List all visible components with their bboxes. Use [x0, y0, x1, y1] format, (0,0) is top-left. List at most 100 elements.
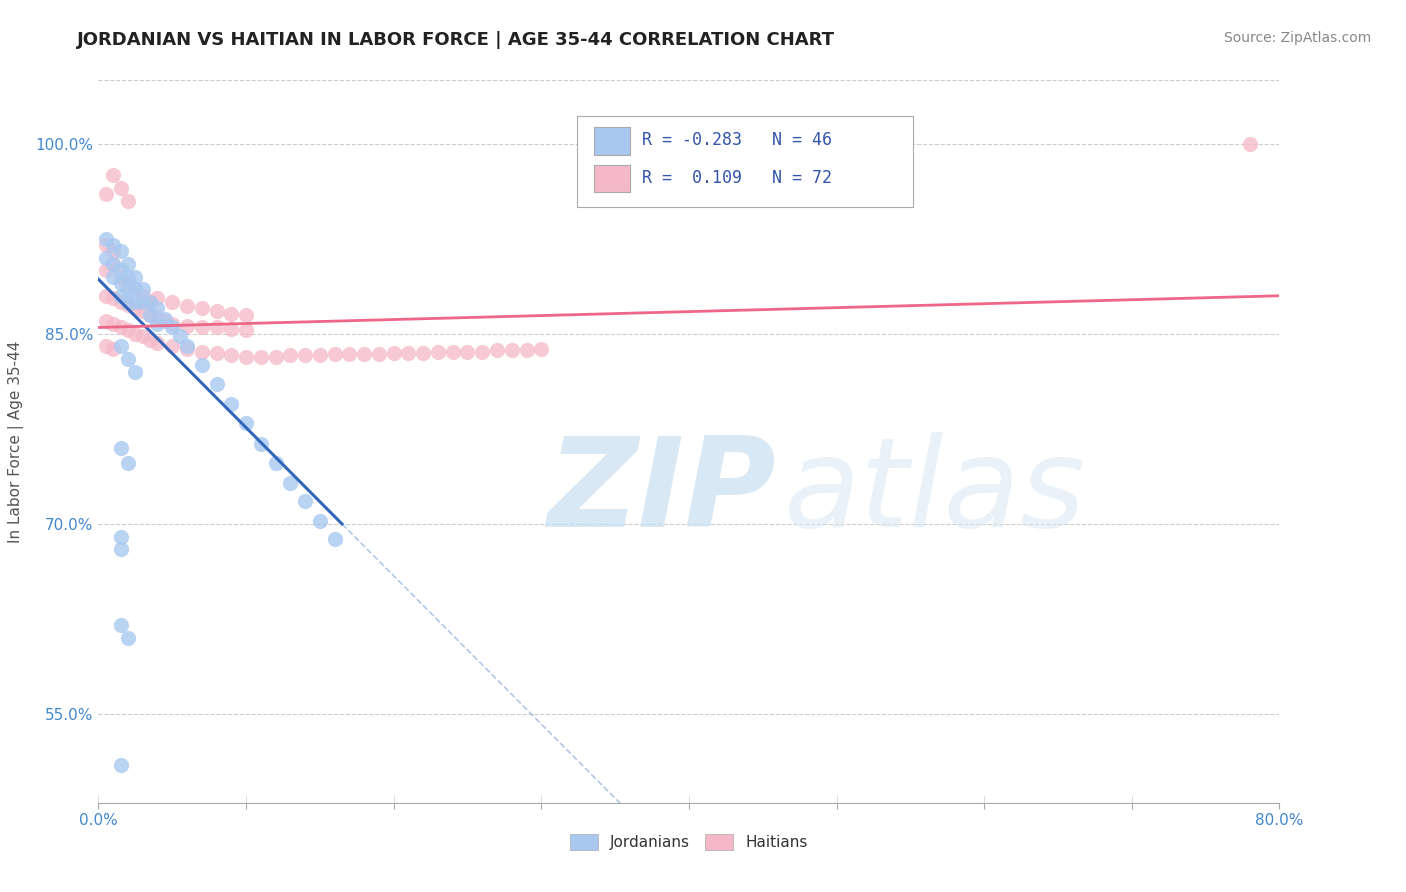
Point: [146, 317, 169, 331]
Point: [132, 282, 155, 296]
Point: [441, 344, 464, 359]
Point: [139, 308, 162, 322]
Point: [162, 295, 183, 310]
Point: [117, 276, 139, 290]
Point: [427, 344, 450, 359]
Point: [1239, 136, 1261, 151]
Text: JORDANIAN VS HAITIAN IN LABOR FORCE | AGE 35-44 CORRELATION CHART: JORDANIAN VS HAITIAN IN LABOR FORCE | AG…: [77, 31, 835, 49]
Point: [110, 530, 132, 544]
Point: [169, 329, 191, 343]
Point: [382, 346, 405, 360]
Point: [110, 295, 132, 310]
Point: [339, 347, 361, 361]
Point: [94, 251, 117, 265]
Point: [94, 238, 117, 252]
Point: [412, 346, 434, 360]
Point: [471, 344, 494, 359]
Point: [110, 618, 132, 632]
Point: [457, 344, 479, 359]
Y-axis label: In Labor Force | Age 35-44: In Labor Force | Age 35-44: [8, 341, 24, 542]
Text: R = -0.283   N = 46: R = -0.283 N = 46: [641, 131, 832, 149]
Point: [94, 232, 117, 246]
Point: [309, 348, 332, 362]
Point: [280, 476, 302, 491]
Point: [250, 437, 273, 451]
Point: [132, 329, 155, 343]
Point: [264, 350, 287, 364]
Point: [280, 348, 302, 362]
Point: [323, 532, 346, 546]
Point: [309, 515, 332, 529]
Point: [117, 631, 139, 645]
Point: [124, 301, 146, 316]
Point: [221, 306, 243, 320]
Point: [294, 348, 316, 362]
Point: [132, 304, 155, 318]
Point: [132, 295, 155, 310]
Point: [94, 289, 117, 303]
Point: [110, 181, 132, 195]
Point: [153, 314, 176, 328]
Point: [124, 269, 146, 284]
Point: [110, 276, 132, 290]
Point: [110, 757, 132, 772]
Point: [176, 299, 198, 313]
Point: [235, 350, 257, 364]
Point: [117, 269, 139, 284]
Point: [94, 339, 117, 353]
Point: [103, 238, 125, 252]
Point: [117, 295, 139, 310]
Point: [353, 347, 375, 361]
Point: [221, 348, 243, 362]
Point: [176, 342, 198, 356]
Point: [486, 343, 509, 358]
Point: [117, 352, 139, 367]
Point: [235, 308, 257, 322]
Point: [117, 194, 139, 208]
Point: [103, 257, 125, 271]
Point: [124, 365, 146, 379]
Point: [110, 289, 132, 303]
Text: ZIP: ZIP: [547, 432, 776, 553]
Point: [191, 344, 214, 359]
Point: [139, 308, 162, 322]
Point: [162, 317, 183, 331]
Point: [139, 295, 162, 310]
Point: [294, 494, 316, 508]
Point: [191, 301, 214, 316]
Point: [124, 326, 146, 341]
Point: [323, 347, 346, 361]
Point: [94, 263, 117, 277]
Point: [103, 244, 125, 259]
Point: [264, 456, 287, 470]
Point: [530, 342, 553, 356]
Point: [146, 335, 169, 350]
Point: [117, 456, 139, 470]
Point: [205, 377, 228, 392]
Bar: [595, 128, 630, 154]
Point: [191, 320, 214, 334]
Point: [139, 295, 162, 310]
Point: [146, 310, 169, 325]
Point: [132, 289, 155, 303]
FancyBboxPatch shape: [576, 117, 914, 207]
Bar: [595, 165, 630, 193]
Point: [124, 282, 146, 296]
Point: [117, 282, 139, 296]
Point: [117, 298, 139, 312]
Point: [191, 359, 214, 373]
Point: [110, 244, 132, 259]
Text: atlas: atlas: [783, 432, 1085, 553]
Point: [103, 342, 125, 356]
Point: [162, 339, 183, 353]
Point: [235, 323, 257, 337]
Point: [221, 396, 243, 410]
Point: [124, 295, 146, 310]
Point: [176, 319, 198, 334]
Point: [516, 343, 538, 358]
Point: [398, 346, 420, 360]
Point: [117, 323, 139, 337]
Point: [205, 304, 228, 318]
Point: [146, 291, 169, 305]
Point: [153, 311, 176, 326]
